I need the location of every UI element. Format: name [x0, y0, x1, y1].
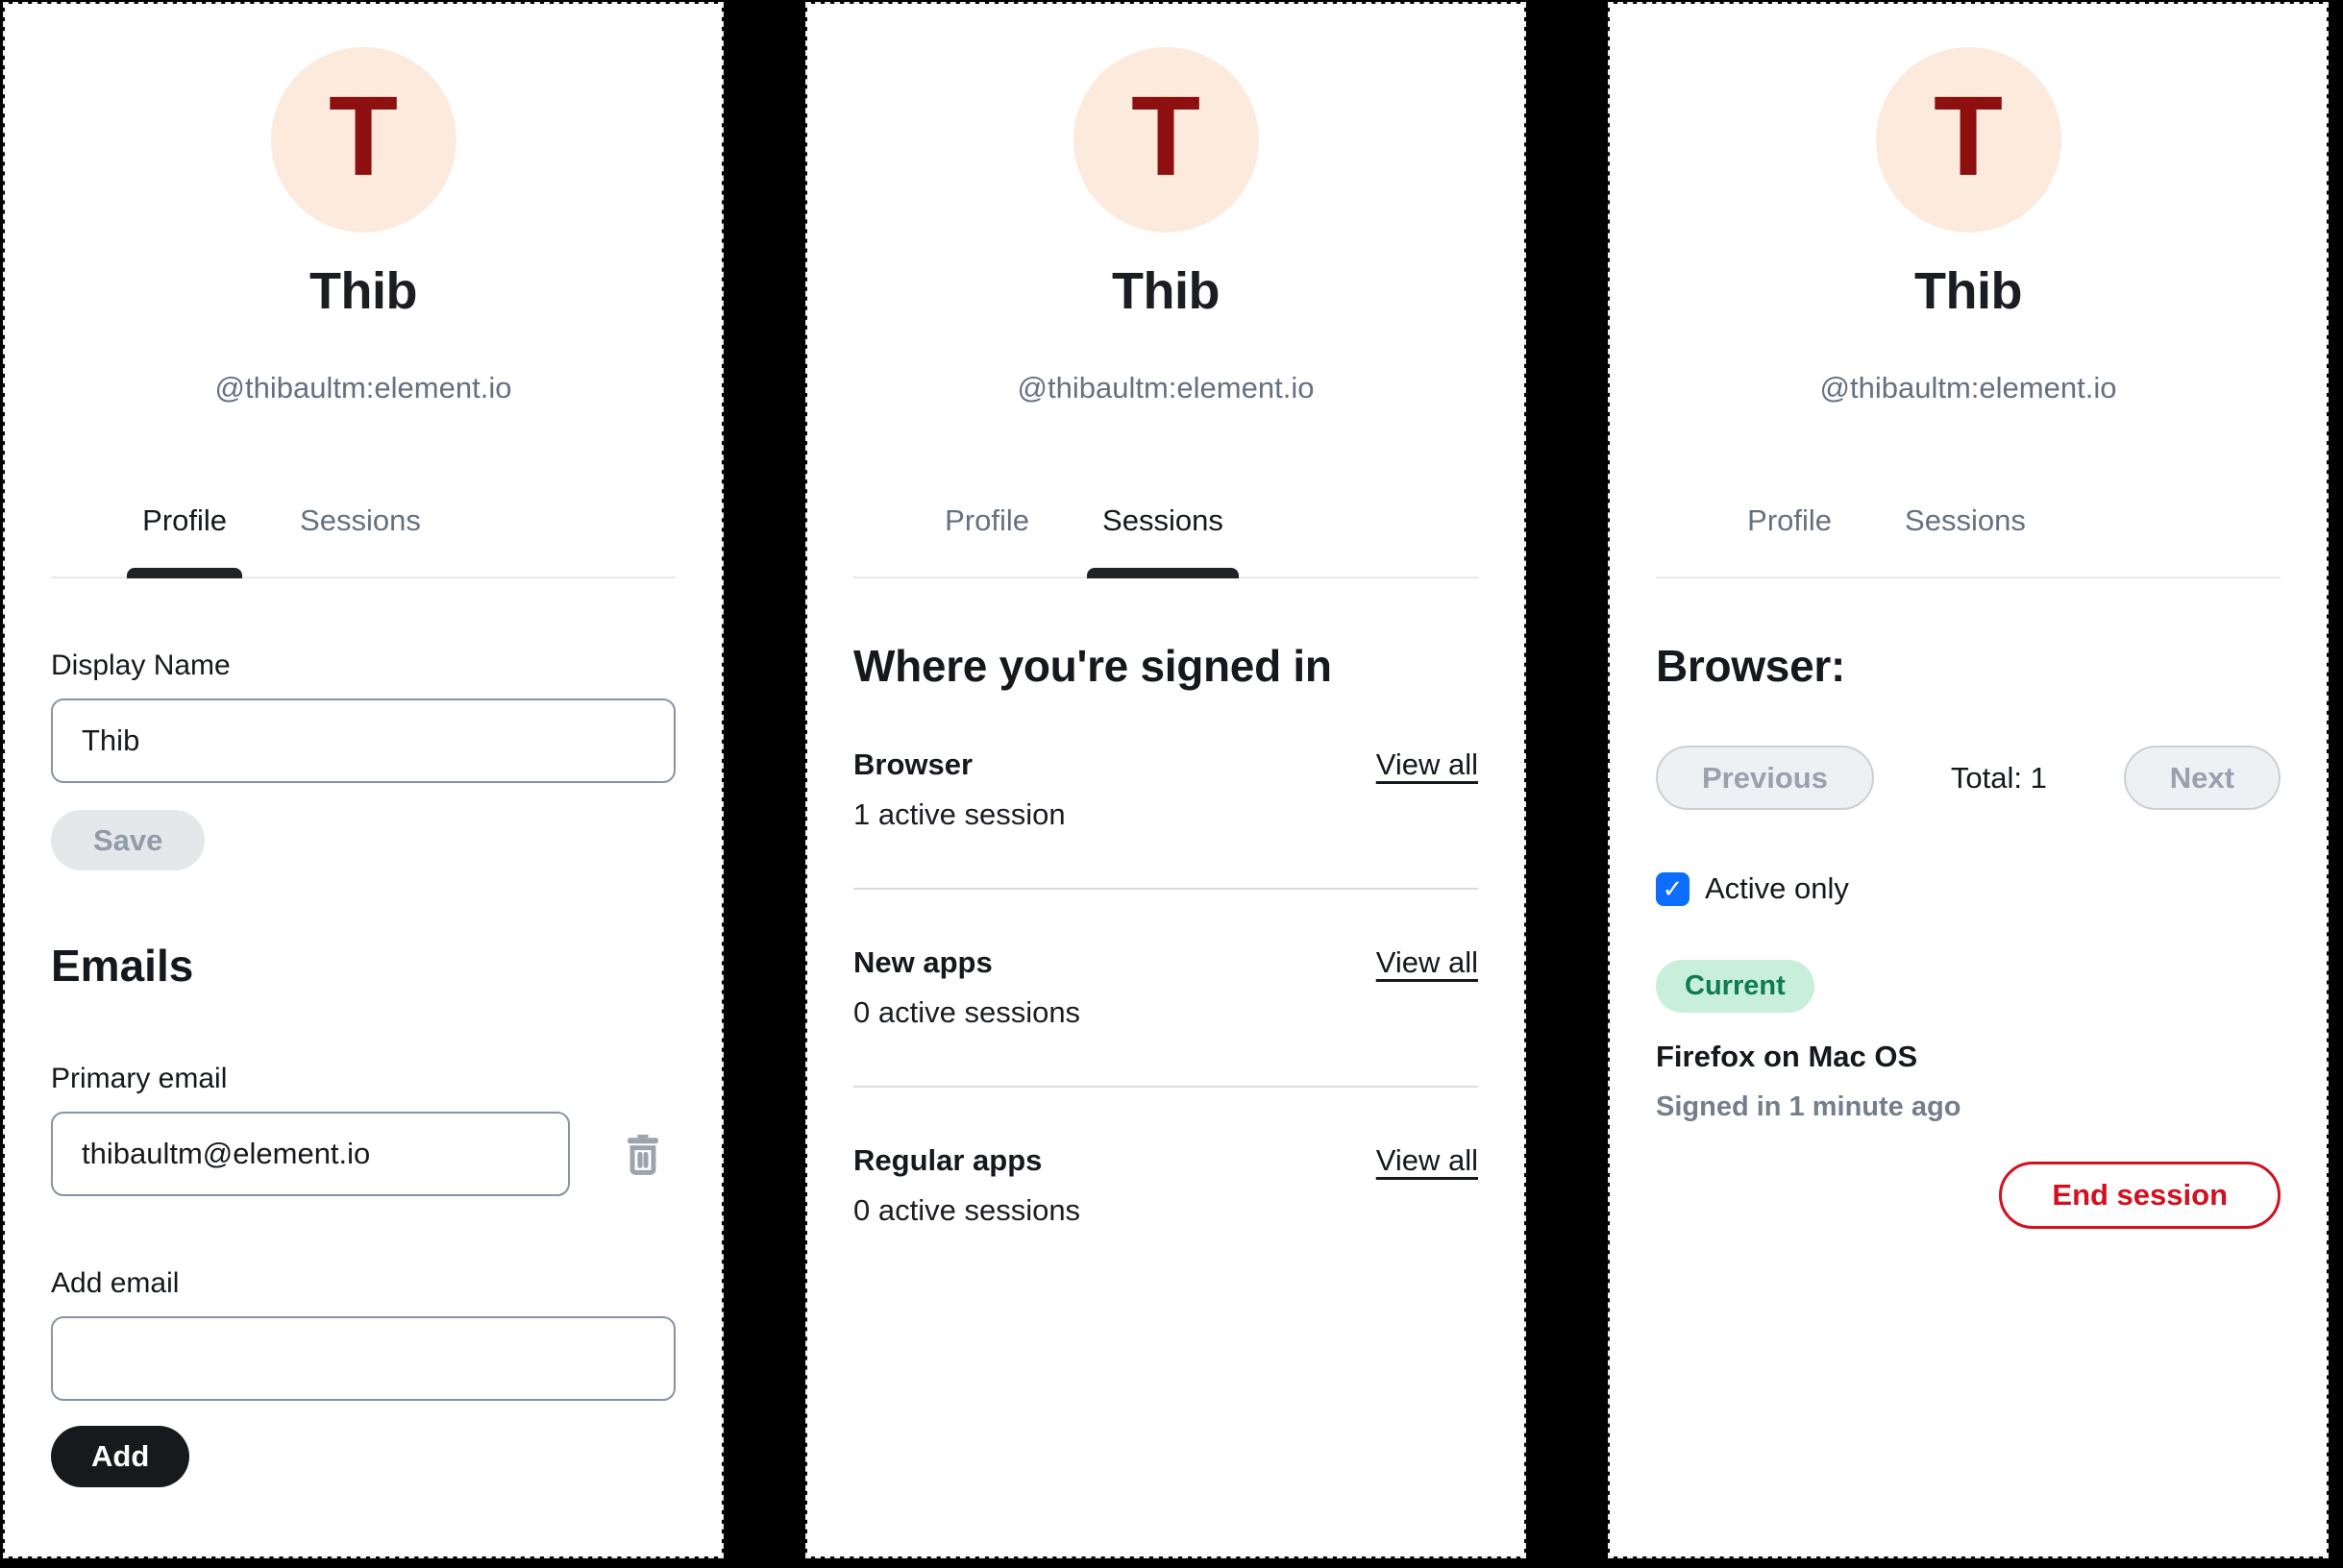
add-email-input[interactable] — [51, 1316, 676, 1401]
divider — [853, 1086, 1478, 1088]
device-name: Firefox on Mac OS — [1656, 1040, 1918, 1073]
avatar: T — [1875, 47, 2061, 233]
user-id: @thibaultm:element.io — [214, 371, 512, 404]
user-id: @thibaultm:element.io — [1017, 371, 1315, 404]
page-title: Thib — [1914, 262, 2022, 320]
avatar: T — [270, 47, 456, 233]
avatar-initial: T — [1933, 72, 2004, 200]
tab-profile[interactable]: Profile — [127, 503, 242, 578]
save-button[interactable]: Save — [51, 810, 206, 870]
end-session-button[interactable]: End session — [1999, 1162, 2281, 1229]
session-section-title: Regular apps — [853, 1143, 1043, 1177]
page-title: Thib — [309, 262, 417, 320]
view-all-link[interactable]: View all — [1375, 1143, 1478, 1177]
pagination: Previous Total: 1 Next — [1656, 746, 2281, 810]
primary-email-label: Primary email — [51, 1063, 228, 1094]
total-count: Total: 1 — [1950, 760, 2047, 795]
session-section-count: 0 active sessions — [853, 995, 1081, 1029]
signed-in-heading: Where you're signed in — [853, 641, 1332, 691]
trash-icon — [628, 1134, 658, 1175]
session-section-count: 0 active sessions — [853, 1193, 1081, 1227]
user-id: @thibaultm:element.io — [1819, 371, 2117, 404]
add-email-button[interactable]: Add — [51, 1426, 190, 1487]
status-badge: Current — [1656, 960, 1814, 1013]
view-all-link[interactable]: View all — [1375, 945, 1478, 979]
active-only-checkbox[interactable]: ✓ — [1656, 871, 1689, 906]
delete-email-button[interactable] — [616, 1127, 670, 1181]
tab-sessions[interactable]: Sessions — [1087, 503, 1239, 578]
emails-heading: Emails — [51, 941, 194, 991]
primary-email-input[interactable] — [51, 1112, 570, 1196]
session-section-browser: Browser View all 1 active session — [853, 747, 1478, 832]
signed-in-time: Signed in 1 minute ago — [1656, 1091, 1961, 1122]
tab-sessions[interactable]: Sessions — [1905, 503, 2026, 537]
tab-bar: Profile Sessions — [853, 503, 1478, 578]
browser-heading: Browser: — [1656, 641, 1845, 691]
account-header: T Thib @thibaultm:element.io Profile Ses… — [5, 4, 722, 578]
previous-button[interactable]: Previous — [1656, 746, 1874, 810]
browser-sessions-panel: T Thib @thibaultm:element.io Profile Ses… — [1608, 2, 2329, 1558]
tab-profile[interactable]: Profile — [945, 503, 1030, 537]
tab-bar: Profile Sessions — [51, 503, 676, 578]
checkbox-check-icon: ✓ — [1662, 874, 1684, 903]
avatar: T — [1073, 47, 1259, 233]
divider — [853, 888, 1478, 890]
profile-panel: T Thib @thibaultm:element.io Profile Ses… — [3, 2, 724, 1558]
account-header: T Thib @thibaultm:element.io Profile Ses… — [1610, 4, 2327, 578]
account-header: T Thib @thibaultm:element.io Profile Ses… — [807, 4, 1524, 578]
session-section-title: Browser — [853, 747, 974, 781]
add-email-label: Add email — [51, 1267, 180, 1299]
view-all-link[interactable]: View all — [1375, 747, 1478, 781]
sessions-overview-panel: T Thib @thibaultm:element.io Profile Ses… — [805, 2, 1526, 1558]
tab-bar: Profile Sessions — [1656, 503, 2281, 578]
session-section-new-apps: New apps View all 0 active sessions — [853, 945, 1478, 1030]
session-section-title: New apps — [853, 945, 993, 979]
active-only-row: ✓ Active only — [1656, 871, 2281, 906]
active-only-label: Active only — [1705, 871, 1849, 905]
page-title: Thib — [1112, 262, 1220, 320]
next-button[interactable]: Next — [2123, 746, 2281, 810]
avatar-initial: T — [328, 72, 399, 200]
session-section-count: 1 active session — [853, 797, 1066, 831]
display-name-input[interactable] — [51, 698, 676, 783]
avatar-initial: T — [1130, 72, 1201, 200]
display-name-label: Display Name — [51, 649, 231, 681]
tab-profile[interactable]: Profile — [1747, 503, 1833, 537]
session-section-regular-apps: Regular apps View all 0 active sessions — [853, 1143, 1478, 1228]
tab-sessions[interactable]: Sessions — [300, 503, 421, 537]
